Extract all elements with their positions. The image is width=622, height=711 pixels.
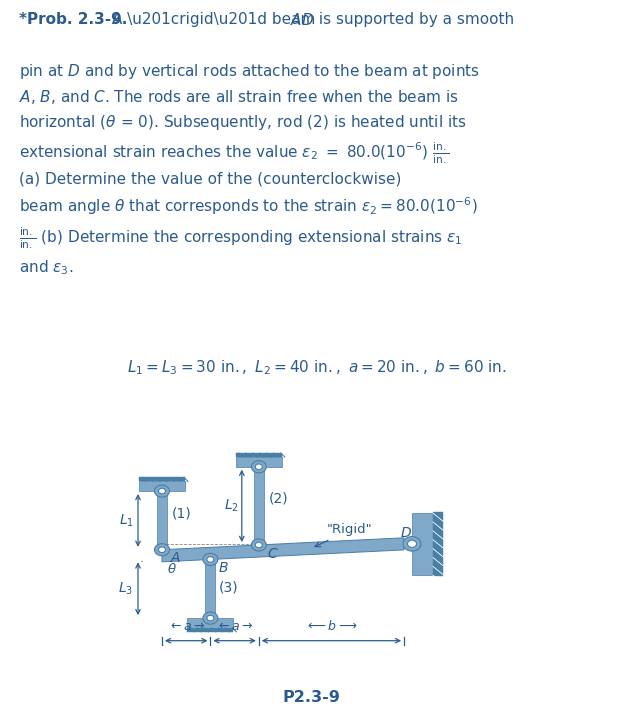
Text: (2): (2)	[269, 491, 289, 506]
Ellipse shape	[255, 464, 262, 469]
Text: $D$: $D$	[400, 526, 412, 540]
Bar	[254, 467, 264, 545]
Text: $A$: $A$	[170, 551, 181, 565]
Text: $B$: $B$	[218, 561, 229, 575]
Text: A \u201crigid\u201d beam: A \u201crigid\u201d beam	[107, 12, 320, 27]
Bar	[187, 618, 233, 628]
Ellipse shape	[154, 544, 170, 556]
Ellipse shape	[203, 553, 218, 565]
Polygon shape	[162, 538, 404, 562]
Ellipse shape	[251, 539, 266, 551]
Text: pin at $D$ and by vertical rods attached to the beam at points
$A$, $B$, and $C$: pin at $D$ and by vertical rods attached…	[19, 62, 480, 277]
Bar	[139, 477, 185, 481]
Bar	[412, 513, 434, 574]
Bar	[433, 511, 443, 576]
Ellipse shape	[159, 488, 165, 494]
Bar	[205, 560, 215, 618]
Text: $\leftarrow a \rightarrow$: $\leftarrow a \rightarrow$	[167, 621, 205, 634]
Text: P2.3-9: P2.3-9	[282, 690, 340, 705]
Text: $\leftarrow a \rightarrow$: $\leftarrow a \rightarrow$	[216, 621, 253, 634]
Ellipse shape	[407, 540, 417, 547]
Text: $\theta$: $\theta$	[167, 562, 177, 576]
Text: "Rigid": "Rigid"	[315, 523, 373, 547]
Text: $AD$: $AD$	[290, 12, 315, 28]
Ellipse shape	[154, 485, 170, 497]
Text: $L_3$: $L_3$	[118, 581, 134, 597]
Ellipse shape	[203, 612, 218, 624]
Ellipse shape	[251, 461, 266, 473]
Ellipse shape	[255, 542, 262, 547]
Ellipse shape	[207, 557, 214, 562]
Ellipse shape	[159, 547, 165, 552]
Text: *Prob. 2.3-9.: *Prob. 2.3-9.	[19, 12, 127, 27]
Bar	[139, 481, 185, 491]
Bar	[236, 453, 282, 457]
Text: $L_1$: $L_1$	[119, 512, 134, 528]
Bar	[187, 628, 233, 632]
Text: (1): (1)	[172, 506, 192, 520]
Text: is supported by a smooth: is supported by a smooth	[314, 12, 514, 27]
Ellipse shape	[207, 615, 214, 621]
Bar	[157, 491, 167, 550]
Text: $\longleftarrow b \longrightarrow$: $\longleftarrow b \longrightarrow$	[305, 619, 358, 634]
Text: (3): (3)	[218, 581, 238, 595]
Text: $L_2$: $L_2$	[225, 498, 239, 514]
Bar	[236, 457, 282, 467]
Ellipse shape	[403, 537, 421, 551]
Text: $L_1 = L_3 = 30\ \mathrm{in.,}\ L_2 = 40\ \mathrm{in.,}\ a = 20\ \mathrm{in.,}\ : $L_1 = L_3 = 30\ \mathrm{in.,}\ L_2 = 40…	[128, 358, 507, 377]
Text: $C$: $C$	[267, 547, 279, 560]
